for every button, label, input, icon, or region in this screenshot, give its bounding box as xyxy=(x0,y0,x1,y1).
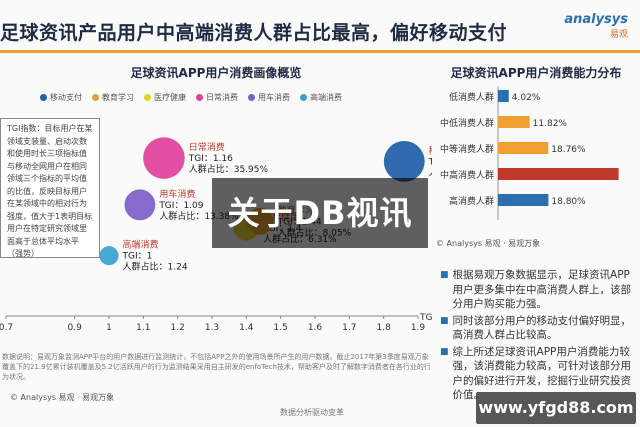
tgi-definition-box: TGI指数：目标用户在某领域支装量、启动次数和使用时长三项指标值与移动全网用户在… xyxy=(0,118,100,258)
bubble-category-label: 高端消费 xyxy=(123,239,159,251)
title-rule xyxy=(0,50,640,53)
legend-dot-icon xyxy=(92,94,99,101)
bubble-category-label: 用车消费 xyxy=(159,188,195,200)
x-tick-label: 1.4 xyxy=(239,323,254,333)
bullet-square-icon: ■ xyxy=(440,270,449,280)
bubble-tgi-label: TGI：1.16 xyxy=(188,154,233,164)
x-tick-label: 1.2 xyxy=(171,323,185,333)
bullet-text: 综上所述足球资讯APP用户消费能力较强，该消费能力较高，可针对该部分用户的偏好进… xyxy=(452,345,632,402)
legend-label: 用车消费 xyxy=(258,93,290,102)
x-axis-label: TGI xyxy=(419,313,432,323)
bar xyxy=(498,90,509,102)
bar-category-label: 中等消费人群 xyxy=(440,143,494,155)
bar xyxy=(498,116,530,128)
bar-value-label: 11.82% xyxy=(533,119,568,129)
x-tick-label: 1.5 xyxy=(274,323,288,333)
bubble xyxy=(99,246,119,266)
legend-dot-icon xyxy=(144,94,151,101)
bar-chart-title: 足球资讯APP用户消费能力分布 xyxy=(450,66,622,80)
insight-bullets: ■ 根据易观万象数据显示，足球资讯APP用户更多集中在中高消费人群上，该部分用户购… xyxy=(440,268,640,405)
bubble-category-label: 移动支付 xyxy=(429,144,432,156)
bullet-text: 同时该部分用户的移动支付偏好明显，高消费人群占比较高。 xyxy=(452,314,632,342)
x-tick-label: 1.8 xyxy=(377,323,392,333)
legend-item: 高端消费 xyxy=(300,92,342,103)
bullet-item: ■ 综上所述足球资讯APP用户消费能力较强，该消费能力较高，可针对该部分用户的偏好… xyxy=(440,345,640,403)
legend-label: 移动支付 xyxy=(50,93,82,102)
bullet-square-icon: ■ xyxy=(440,346,449,357)
bubble-chart-title: 足球资讯APP用户消费画像概览 xyxy=(130,66,302,80)
x-tick-label: 1.7 xyxy=(342,323,356,333)
bubble-tgi-label: TGI：1 xyxy=(122,252,153,262)
x-tick-label: 1.6 xyxy=(308,323,323,333)
bar xyxy=(498,142,549,154)
legend-label: 教育学习 xyxy=(102,93,134,102)
page-title: 足球资讯产品用户中高端消费人群占比最高，偏好移动支付 xyxy=(0,22,508,44)
data-footnote: 数据说明：易观万象监测APP平台的用户数据进行监测统计，不包括APP之外的使用场… xyxy=(2,353,431,381)
bubble-share-label: 人群占比：35.95% xyxy=(189,163,269,175)
bar-category-label: 中高消费人群 xyxy=(440,169,494,181)
bubble xyxy=(143,137,185,179)
bar-value-label: 4.02% xyxy=(512,93,541,103)
bubble xyxy=(124,189,156,221)
bar xyxy=(498,168,619,180)
logo-subtext: 易观 xyxy=(609,30,628,40)
footer-slogan: 数据分析驱动变革 xyxy=(280,408,344,417)
bubble-tgi-label: TGI：1.86 xyxy=(428,157,432,167)
legend-label: 日常消费 xyxy=(206,93,238,102)
legend-item: 医疗健康 xyxy=(144,92,186,103)
bubble xyxy=(383,140,425,182)
x-tick-label: 0.9 xyxy=(68,323,83,333)
legend-dot-icon xyxy=(40,94,47,101)
legend-label: 医疗健康 xyxy=(154,93,186,102)
legend-dot-icon xyxy=(196,94,203,101)
bar-chart-source: © Analysys 易观 · 易观万象 xyxy=(436,239,541,248)
bar-category-label: 高消费人群 xyxy=(449,195,494,207)
bar-category-label: 中低消费人群 xyxy=(440,117,494,129)
legend-dot-icon xyxy=(300,94,307,101)
bubble-category-label: 日常消费 xyxy=(189,141,225,153)
x-tick-label: 1.9 xyxy=(411,323,426,333)
legend-dot-icon xyxy=(248,94,255,101)
legend-item: 移动支付 xyxy=(40,92,82,103)
bar xyxy=(498,194,549,206)
bullet-item: ■ 根据易观万象数据显示，足球资讯APP用户更多集中在中高消费人群上，该部分用户购… xyxy=(440,268,640,312)
url-watermark: www.yfgd88.com xyxy=(476,392,636,424)
logo: analysys 易观 xyxy=(556,12,628,48)
bubble-share-label: 人群占比：34% xyxy=(429,166,432,178)
x-tick-label: 1.1 xyxy=(136,323,150,333)
overlay-banner: 关于DB视讯 xyxy=(212,178,428,248)
bullet-item: ■ 同时该部分用户的移动支付偏好明显，高消费人群占比较高。 xyxy=(440,314,640,343)
bubble-chart-legend: 移动支付 教育学习 医疗健康 日常消费 用车消费 高端消费 xyxy=(40,92,342,103)
bar-value-label: 18.76% xyxy=(551,145,586,155)
x-tick-label: 1.3 xyxy=(205,323,219,333)
legend-item: 用车消费 xyxy=(248,92,290,103)
legend-label: 高端消费 xyxy=(310,93,342,102)
logo-text: analysys xyxy=(564,12,628,27)
left-source: © Analysys 易观 · 易观万象 xyxy=(10,393,115,402)
legend-item: 日常消费 xyxy=(196,92,238,103)
x-tick-label: 1 xyxy=(106,323,112,333)
x-tick-label: 0.7 xyxy=(0,323,13,333)
bar-category-label: 低消费人群 xyxy=(449,91,494,103)
bullet-text: 根据易观万象数据显示，足球资讯APP用户更多集中在中高消费人群上，该部分用户购买… xyxy=(452,269,632,310)
bubble-share-label: 人群占比：1.24 xyxy=(123,261,188,273)
bullet-square-icon: ■ xyxy=(440,315,449,326)
bar-chart-svg: 低消费人群 4.02% 中低消费人群 11.82% 中等消费人群 18.76% 中高消费人群… xyxy=(440,86,619,220)
bar-chart-panel: 足球资讯APP用户消费能力分布 低消费人群 4.02% 中低消费人群 11.82% 中等… xyxy=(432,58,640,248)
legend-item: 教育学习 xyxy=(92,92,134,103)
bar-value-label: 18.80% xyxy=(551,197,586,207)
bubble-tgi-label: TGI：1.09 xyxy=(158,201,203,211)
